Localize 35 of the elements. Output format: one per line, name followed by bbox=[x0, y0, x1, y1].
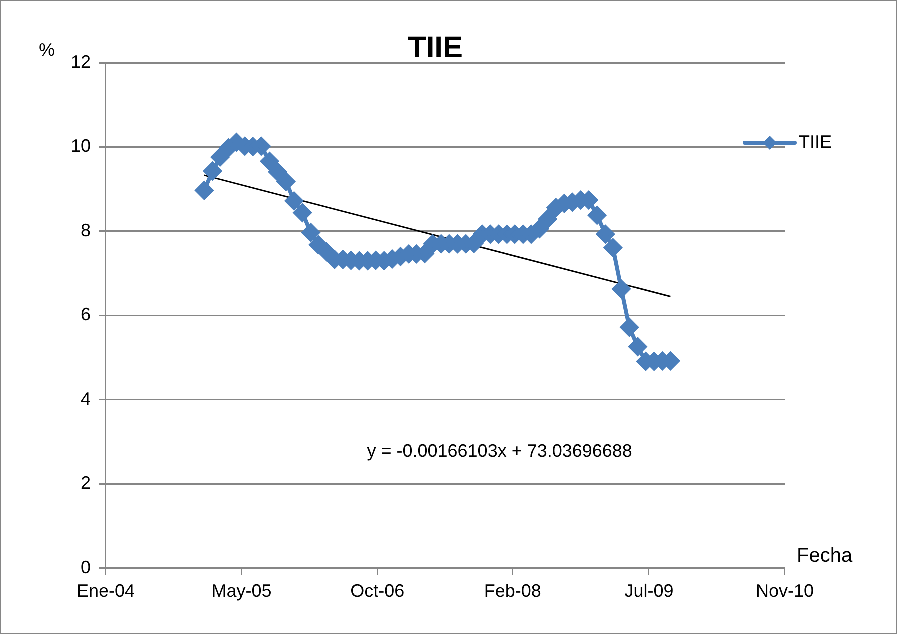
y-tick-label: 6 bbox=[81, 304, 92, 325]
y-tick-label: 2 bbox=[81, 473, 92, 494]
point bbox=[604, 238, 622, 257]
point bbox=[204, 162, 222, 180]
point bbox=[195, 182, 214, 200]
y-tick-label: 0 bbox=[81, 557, 92, 578]
x-tick-label: Oct-06 bbox=[350, 581, 405, 602]
y-tick-label: 8 bbox=[81, 220, 92, 240]
x-tick-label: Nov-10 bbox=[756, 581, 814, 602]
y-tick-label: 10 bbox=[70, 136, 92, 156]
x-axis-title: Fecha bbox=[797, 544, 854, 567]
point bbox=[596, 225, 615, 244]
chart-title: TIIE bbox=[408, 31, 464, 64]
point bbox=[277, 172, 296, 191]
point bbox=[294, 204, 312, 222]
point bbox=[612, 280, 631, 298]
point bbox=[628, 338, 647, 356]
x-tick-label: Jul-09 bbox=[624, 581, 674, 602]
y-axis-title: % bbox=[38, 40, 56, 60]
y-tick-label: 4 bbox=[81, 388, 92, 409]
point bbox=[620, 318, 639, 336]
point bbox=[260, 152, 279, 171]
point bbox=[530, 220, 549, 238]
legend-label: TIIE bbox=[799, 132, 832, 152]
point bbox=[268, 163, 287, 182]
point bbox=[285, 192, 304, 210]
x-tick-label: Ene-04 bbox=[77, 581, 136, 602]
point bbox=[538, 210, 557, 228]
point bbox=[588, 206, 606, 224]
y-tick-label: 12 bbox=[70, 52, 92, 72]
point bbox=[211, 148, 230, 166]
x-tick-label: Feb-08 bbox=[484, 581, 542, 602]
x-tick-label: May-05 bbox=[212, 581, 272, 602]
point bbox=[302, 224, 320, 242]
annotation: y = -0.00166103x + 73.03696688 bbox=[367, 441, 632, 462]
